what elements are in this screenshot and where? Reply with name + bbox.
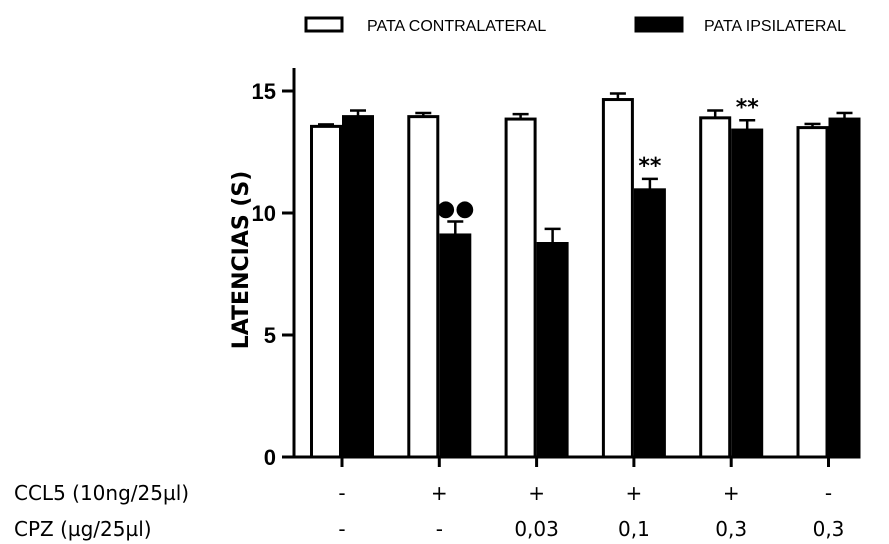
significance-marker: ●● <box>436 197 474 222</box>
significance-marker: ** <box>736 95 760 120</box>
legend-swatch-ipsilateral <box>634 16 684 33</box>
y-tick-label: 5 <box>264 323 276 348</box>
bar-ipsilateral <box>439 233 472 459</box>
condition-value: 0,3 <box>715 517 747 541</box>
bar-ipsilateral <box>342 115 374 459</box>
bar-ipsilateral <box>536 242 569 459</box>
condition-label-cpz: CPZ (µg/25µl) <box>14 517 152 541</box>
y-tick-label: 15 <box>252 79 276 104</box>
bar-contralateral <box>796 126 829 459</box>
condition-values: - + + + + - - - 0,03 0,1 0,3 0,3 <box>338 481 844 541</box>
condition-value: - <box>825 481 832 505</box>
condition-value: + <box>626 481 643 505</box>
condition-value: 0,3 <box>813 517 845 541</box>
bar-contralateral <box>699 116 732 459</box>
legend-swatch-contralateral <box>304 16 344 33</box>
y-tick-label: 0 <box>264 445 276 470</box>
bars <box>310 92 861 467</box>
condition-value: + <box>431 481 448 505</box>
significance-annotations: ●● ** ** <box>436 95 759 221</box>
condition-value: - <box>338 517 345 541</box>
condition-value: 0,03 <box>514 517 559 541</box>
condition-value: - <box>436 517 443 541</box>
bar-contralateral <box>310 124 342 459</box>
y-ticks: 0 5 10 15 <box>252 79 294 470</box>
bar-contralateral <box>601 98 634 459</box>
legend-label-contralateral: PATA CONTRALATERAL <box>367 18 546 35</box>
bar-ipsilateral <box>731 128 764 459</box>
y-axis-label: LATENCIAS (S) <box>229 171 254 350</box>
condition-label-ccl5: CCL5 (10ng/25µl) <box>14 481 189 505</box>
legend: PATA CONTRALATERAL PATA IPSILATERAL <box>304 16 846 35</box>
bar-contralateral <box>504 117 537 459</box>
bar-ipsilateral <box>828 117 861 459</box>
significance-marker: ** <box>638 154 662 179</box>
condition-value: + <box>723 481 740 505</box>
bar-contralateral <box>407 115 440 459</box>
legend-label-ipsilateral: PATA IPSILATERAL <box>704 18 846 35</box>
condition-value: - <box>338 481 345 505</box>
condition-value: + <box>528 481 545 505</box>
y-tick-label: 10 <box>252 201 276 226</box>
condition-value: 0,1 <box>618 517 650 541</box>
bar-ipsilateral <box>633 188 666 459</box>
